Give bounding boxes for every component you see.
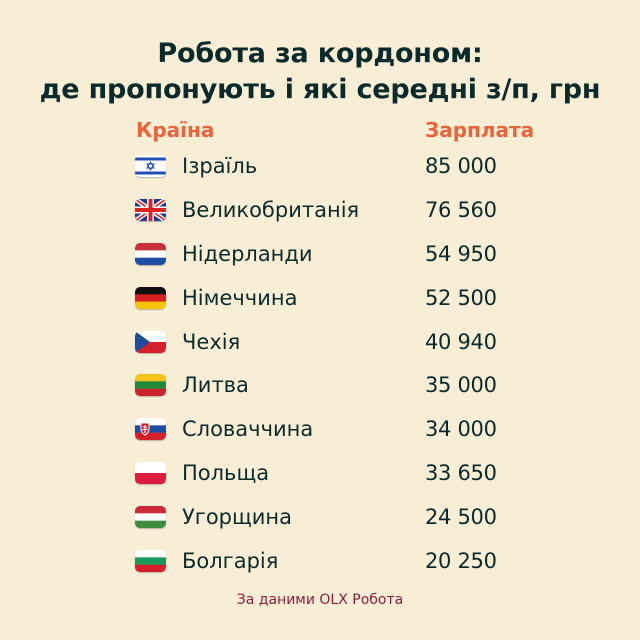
column-header-salary: Зарплата [425, 118, 535, 142]
country-name: Польща [182, 461, 270, 486]
table-row: Ізраїль 85 000 [0, 144, 640, 188]
lithuania-flag-icon [135, 374, 166, 397]
salary-value: 33 650 [425, 461, 497, 486]
salary-value: 85 000 [425, 154, 497, 178]
table-row: Великобританія 76 560 [0, 188, 640, 232]
title-line-1: Робота за кордоном: [157, 38, 483, 69]
country-name: Чехія [182, 329, 241, 354]
salary-value: 24 500 [425, 505, 497, 530]
column-header-country: Країна [136, 118, 215, 142]
table-row: Німеччина 52 500 [0, 276, 640, 320]
salary-value: 35 000 [425, 373, 497, 398]
country-name: Литва [182, 373, 249, 398]
table-row: Нідерланди 54 950 [0, 232, 640, 276]
source-note: За даними OLX Робота [236, 592, 404, 608]
country-name: Словаччина [182, 417, 314, 442]
table-row: Словаччина 34 000 [0, 407, 640, 451]
table-row: Чехія 40 940 [0, 320, 640, 364]
poland-flag-icon [135, 462, 166, 485]
slovakia-flag-icon [135, 418, 166, 441]
table-row: Угорщина 24 500 [0, 495, 640, 539]
bulgaria-flag-icon [135, 550, 166, 573]
uk-flag-icon [135, 198, 166, 221]
salary-value: 34 000 [425, 417, 497, 442]
country-name: Нідерланди [182, 241, 313, 266]
country-name: Німеччина [182, 285, 298, 310]
salary-value: 76 560 [425, 197, 497, 222]
table-row: Болгарія 20 250 [0, 539, 640, 583]
czechia-flag-icon [135, 330, 166, 353]
salary-value: 40 940 [425, 329, 497, 354]
hungary-flag-icon [135, 506, 166, 529]
country-name: Великобританія [182, 197, 360, 222]
netherlands-flag-icon [135, 242, 166, 265]
country-name: Ізраїль [182, 154, 258, 178]
page-title: Робота за кордоном: де пропонують і які … [0, 36, 640, 108]
israel-flag-icon [135, 155, 166, 177]
salary-value: 52 500 [425, 285, 497, 310]
table-row: Литва 35 000 [0, 363, 640, 407]
salary-table: Ізраїль 85 000 Великобританія 76 560 Нідерл… [0, 144, 640, 583]
country-name: Болгарія [182, 549, 279, 574]
table-row: Польща 33 650 [0, 451, 640, 495]
germany-flag-icon [135, 286, 166, 309]
salary-value: 54 950 [425, 241, 497, 266]
country-name: Угорщина [182, 505, 293, 530]
title-line-2: де пропонують і які середні з/п, грн [39, 74, 601, 105]
salary-value: 20 250 [425, 549, 497, 574]
